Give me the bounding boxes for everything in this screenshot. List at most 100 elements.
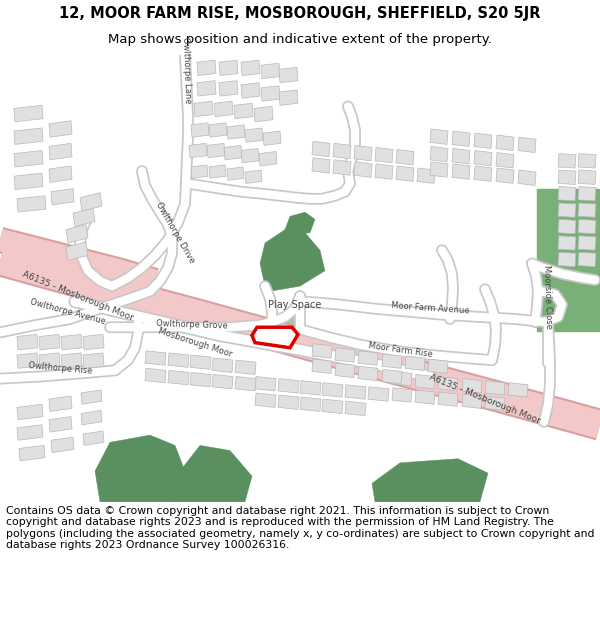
Polygon shape bbox=[245, 128, 263, 142]
Polygon shape bbox=[578, 154, 596, 168]
Polygon shape bbox=[430, 129, 448, 144]
Text: Owlthorpe Drive: Owlthorpe Drive bbox=[154, 201, 196, 265]
Polygon shape bbox=[578, 203, 596, 217]
Polygon shape bbox=[558, 219, 576, 234]
Polygon shape bbox=[212, 358, 233, 372]
Polygon shape bbox=[227, 125, 245, 139]
Polygon shape bbox=[219, 60, 238, 76]
Text: Map shows position and indicative extent of the property.: Map shows position and indicative extent… bbox=[108, 33, 492, 46]
Polygon shape bbox=[241, 60, 260, 76]
Polygon shape bbox=[368, 387, 389, 401]
Polygon shape bbox=[19, 446, 45, 461]
Polygon shape bbox=[452, 149, 470, 164]
Polygon shape bbox=[462, 394, 482, 408]
Polygon shape bbox=[300, 381, 321, 395]
Polygon shape bbox=[474, 151, 492, 166]
Polygon shape bbox=[578, 253, 596, 267]
Polygon shape bbox=[382, 354, 402, 368]
Polygon shape bbox=[241, 149, 259, 163]
Polygon shape bbox=[279, 90, 298, 106]
Polygon shape bbox=[508, 382, 528, 397]
Polygon shape bbox=[168, 371, 189, 385]
Polygon shape bbox=[415, 374, 435, 389]
Polygon shape bbox=[224, 146, 242, 160]
Polygon shape bbox=[39, 353, 60, 368]
Polygon shape bbox=[260, 229, 325, 291]
Polygon shape bbox=[191, 122, 209, 137]
Polygon shape bbox=[81, 411, 102, 425]
Polygon shape bbox=[17, 425, 43, 440]
Polygon shape bbox=[312, 141, 330, 157]
Polygon shape bbox=[438, 392, 458, 406]
Polygon shape bbox=[335, 348, 355, 362]
Polygon shape bbox=[61, 334, 82, 350]
Text: Mosborough Moor: Mosborough Moor bbox=[157, 326, 233, 359]
Text: Owlthorpe Avenue: Owlthorpe Avenue bbox=[29, 298, 107, 326]
Polygon shape bbox=[474, 166, 492, 181]
Polygon shape bbox=[17, 334, 38, 350]
Polygon shape bbox=[49, 143, 72, 160]
Polygon shape bbox=[558, 170, 576, 184]
Polygon shape bbox=[537, 189, 600, 332]
Polygon shape bbox=[14, 128, 43, 144]
Polygon shape bbox=[396, 166, 414, 181]
Polygon shape bbox=[219, 81, 238, 96]
Polygon shape bbox=[279, 68, 298, 82]
Polygon shape bbox=[263, 131, 281, 146]
Text: Owlthorpe Lane: Owlthorpe Lane bbox=[181, 37, 193, 104]
Text: Moor Farm Rise: Moor Farm Rise bbox=[367, 341, 433, 359]
Polygon shape bbox=[51, 189, 74, 205]
Polygon shape bbox=[252, 328, 298, 348]
Polygon shape bbox=[496, 135, 514, 151]
Polygon shape bbox=[382, 369, 402, 384]
Polygon shape bbox=[335, 363, 355, 378]
Polygon shape bbox=[428, 359, 448, 374]
Polygon shape bbox=[255, 376, 276, 391]
Polygon shape bbox=[345, 401, 366, 416]
Polygon shape bbox=[496, 168, 514, 183]
Polygon shape bbox=[197, 81, 216, 96]
Polygon shape bbox=[405, 356, 425, 371]
Polygon shape bbox=[49, 166, 72, 182]
Polygon shape bbox=[345, 385, 366, 399]
Polygon shape bbox=[212, 374, 233, 389]
Polygon shape bbox=[333, 160, 351, 175]
Polygon shape bbox=[485, 396, 505, 411]
Polygon shape bbox=[558, 236, 576, 250]
Polygon shape bbox=[241, 82, 260, 98]
Polygon shape bbox=[194, 101, 213, 117]
Polygon shape bbox=[61, 353, 82, 368]
Polygon shape bbox=[245, 170, 262, 183]
Polygon shape bbox=[558, 203, 576, 217]
Polygon shape bbox=[278, 379, 299, 393]
Text: Play Space: Play Space bbox=[268, 299, 322, 309]
Polygon shape bbox=[261, 86, 280, 101]
Polygon shape bbox=[51, 437, 74, 452]
Text: Contains OS data © Crown copyright and database right 2021. This information is : Contains OS data © Crown copyright and d… bbox=[6, 506, 595, 550]
Polygon shape bbox=[83, 334, 104, 350]
Polygon shape bbox=[80, 192, 102, 211]
Polygon shape bbox=[145, 368, 166, 382]
Polygon shape bbox=[518, 137, 536, 152]
Polygon shape bbox=[14, 173, 43, 189]
Polygon shape bbox=[95, 435, 185, 502]
Polygon shape bbox=[278, 395, 299, 409]
Polygon shape bbox=[197, 60, 216, 76]
Polygon shape bbox=[438, 376, 458, 391]
Polygon shape bbox=[83, 353, 104, 368]
Polygon shape bbox=[190, 355, 211, 369]
Polygon shape bbox=[168, 353, 189, 367]
Polygon shape bbox=[496, 152, 514, 168]
Polygon shape bbox=[354, 146, 372, 161]
Polygon shape bbox=[209, 122, 227, 137]
Polygon shape bbox=[392, 371, 412, 386]
Polygon shape bbox=[214, 101, 233, 117]
Text: A6135 - Mosborough Moor: A6135 - Mosborough Moor bbox=[21, 270, 135, 323]
Polygon shape bbox=[66, 224, 88, 243]
Polygon shape bbox=[259, 152, 277, 166]
Polygon shape bbox=[396, 149, 414, 165]
Polygon shape bbox=[578, 219, 596, 234]
Polygon shape bbox=[558, 253, 576, 267]
Polygon shape bbox=[300, 397, 321, 411]
Polygon shape bbox=[430, 162, 448, 177]
